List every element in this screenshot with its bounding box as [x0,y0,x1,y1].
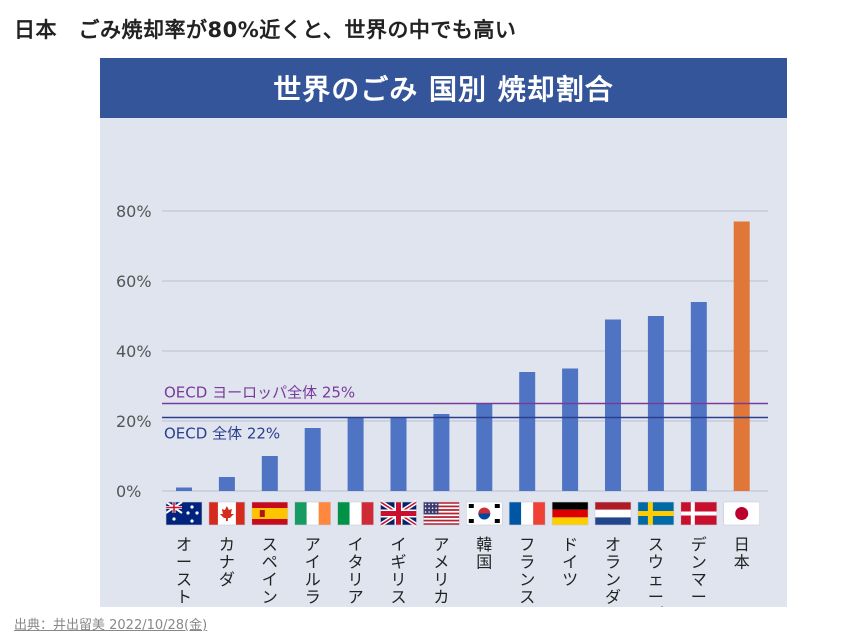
usa-flag [423,501,460,526]
y-tick-label: 20% [116,412,152,431]
category-label: 日本 [734,535,750,572]
y-tick-label: 0% [116,482,141,501]
chart-panel: 世界のごみ 国別 焼却割合 0% 20% 40% 60% 80% OECD ヨーロッパ全体… [100,58,787,607]
ireland-flag [294,501,331,526]
bar-canada [218,477,235,491]
category-label: 韓国 [476,535,492,572]
bar-australia [176,487,192,491]
japan-flag [723,501,761,526]
category-label: イギリス [390,535,406,607]
canada-flag [208,501,246,526]
category-label: オランダ [605,535,621,607]
bar-japan [733,221,750,491]
page-headline: 日本 ごみ焼却率が80%近くと、世界の中でも高い [14,18,517,42]
chart-title: 世界のごみ 国別 焼却割合 [100,58,787,118]
y-tick-label: 60% [116,272,152,291]
bar-uk [390,417,407,491]
category-label: オーストラリア [176,535,192,607]
category-label: デンマーク [691,535,707,607]
bar-chart: 0% 20% 40% 60% 80% OECD ヨーロッパ全体 25% OECD 全体 22… [116,202,768,607]
source-link[interactable]: 出典：井出留美 2022/10/28(金) [14,618,208,633]
category-label: アメリカ [433,535,449,607]
category-label: フランス [519,535,535,607]
bar-denmark [690,302,707,491]
germany-flag [551,501,589,526]
bar-france [519,372,536,491]
category-label: ドイツ [562,535,578,589]
spain-flag [251,501,289,526]
y-tick-label: 40% [116,342,152,361]
bar-netherlands [605,319,621,491]
category-label: アイルランド [305,535,321,607]
australia-flag [165,501,203,526]
category-label: スペイン [262,535,278,607]
bar-italy [347,417,364,491]
italy-flag [337,501,374,526]
netherlands-flag [594,501,632,526]
bar-korea [476,403,493,491]
bar-spain [261,456,278,491]
category-label: イタリア [348,535,364,607]
reference-line-label: OECD 全体 22% [164,425,280,443]
category-label: カナダ [219,535,235,589]
denmark-flag [680,501,718,526]
reference-line-label: OECD ヨーロッパ全体 25% [164,384,355,402]
bar-usa [433,414,450,491]
bar-germany [562,368,579,491]
uk-flag [379,500,418,527]
korea-flag [465,501,503,526]
bar-ireland [304,428,321,491]
france-flag [508,501,546,526]
sweden-flag [637,501,675,526]
y-tick-label: 80% [116,202,152,221]
